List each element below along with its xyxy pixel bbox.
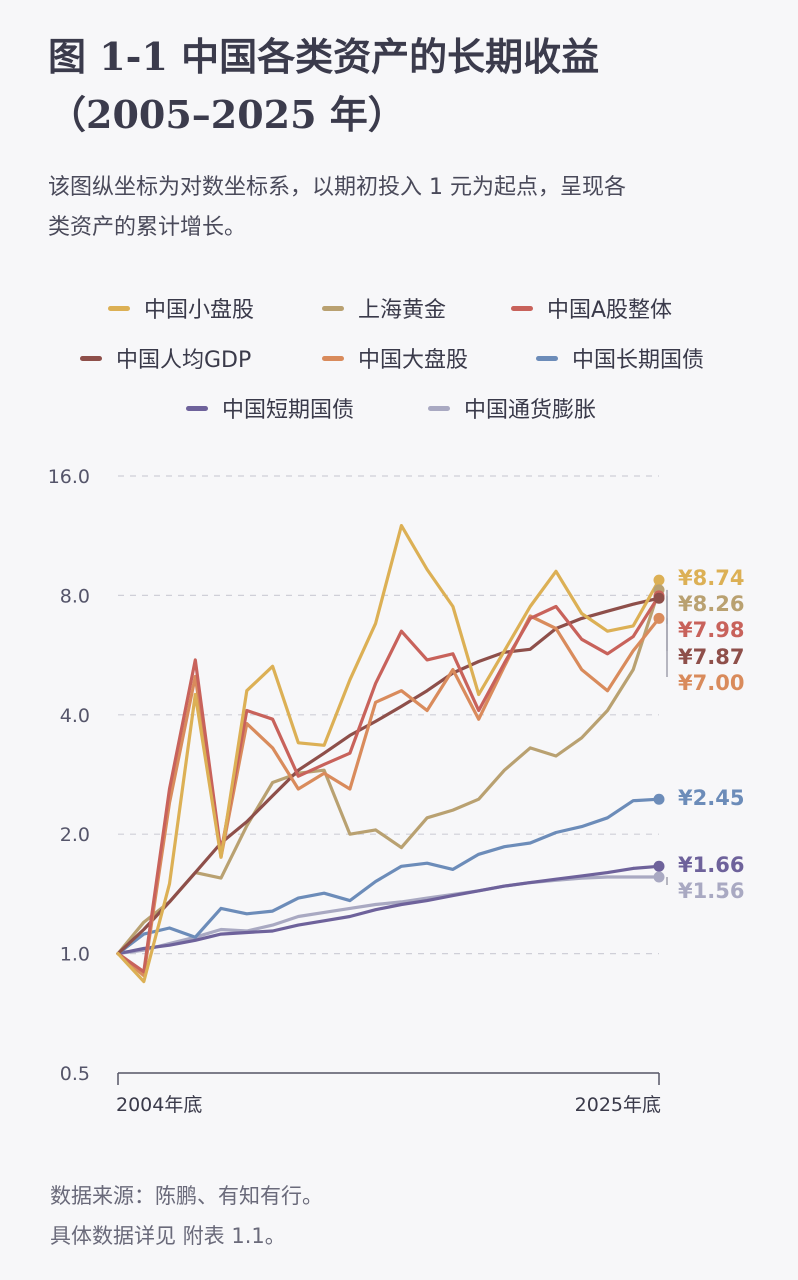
series-end-label: ¥8.74 [678,566,744,590]
y-tick-label: 8.0 [60,585,90,607]
chart-title-line-2: （2005–2025 年） [48,92,406,137]
legend-swatch [322,305,344,311]
series-endpoint [653,793,665,805]
series-line [116,594,661,974]
legend-swatch [428,405,450,411]
legend-item: 中国短期国债 [186,392,354,424]
series-endpoint [653,871,665,883]
legend-swatch [108,305,130,311]
legend-label: 中国短期国债 [222,398,355,423]
legend-item: 中国人均GDP [80,342,251,374]
legend-item: 中国大盘股 [322,342,468,374]
legend-swatch [322,355,344,361]
x-tick-label: 2025年底 [575,1094,661,1116]
legend-swatch [186,405,208,411]
series-end-label: ¥7.98 [678,618,744,642]
legend-item: 中国通货膨胀 [428,392,596,424]
series-end-label: ¥7.87 [678,645,744,669]
legend-label: 中国通货膨胀 [464,398,597,423]
chart-legend: 中国小盘股 上海黄金 中国A股整体中国人均GDP 中国大盘股 中国长期国债中国短期国债 中… [0,292,798,432]
series-line [116,875,661,956]
series-line [116,614,661,978]
series-line [116,864,661,956]
series-line [116,524,661,984]
series-endpoint [653,592,665,604]
y-tick-label: 1.0 [60,944,90,966]
legend-swatch [536,355,558,361]
x-tick-label: 2004年底 [116,1094,202,1116]
series-end-label: ¥2.45 [678,786,744,810]
series-end-label: ¥8.26 [678,592,744,616]
y-tick-label: 2.0 [60,824,90,846]
legend-label: 中国人均GDP [116,348,252,373]
legend-item: 中国小盘股 [108,292,254,324]
series-line [116,588,661,956]
appendix-note: 具体数据详见 附表 1.1。 [50,1224,286,1248]
legend-swatch [511,305,533,311]
chart-subtitle: 该图纵坐标为对数坐标系，以期初投入 1 元为起点，呈现各 类资产的累计增长。 [48,168,758,248]
legend-label: 中国小盘股 [144,298,255,323]
series-endpoint [653,612,665,624]
legend-label: 中国大盘股 [358,348,469,373]
legend-label: 上海黄金 [358,298,447,323]
data-source-note: 数据来源：陈鹏、有知有行。 [50,1184,323,1208]
series-end-label: ¥1.56 [678,879,744,903]
legend-label: 中国长期国债 [572,348,705,373]
y-tick-label: 0.5 [60,1063,90,1085]
series-endpoint [653,574,665,586]
series-line [116,797,661,956]
y-tick-label: 16.0 [48,466,90,488]
chart-title-line-1: 图 1-1 中国各类资产的长期收益 [48,34,600,79]
series-end-label: ¥1.66 [678,853,744,877]
legend-label: 中国A股整体 [547,298,673,323]
subtitle-line-1: 该图纵坐标为对数坐标系，以期初投入 1 元为起点，呈现各 [48,175,626,200]
legend-item: 中国长期国债 [536,342,704,374]
legend-item: 中国A股整体 [511,292,672,324]
y-tick-label: 4.0 [60,705,90,727]
series-endpoint [653,860,665,872]
line-chart: 0.5 1.0 2.0 4.0 8.0 16.0 2004年底 2025年底 ¥8.74¥8.2… [48,466,745,1116]
subtitle-line-2: 类资产的累计增长。 [48,215,247,240]
series-line [116,596,661,956]
chart-footer: 数据来源：陈鹏、有知有行。 具体数据详见 附表 1.1。 [50,1176,323,1256]
legend-item: 上海黄金 [322,292,446,324]
chart-title: 图 1-1 中国各类资产的长期收益 （2005–2025 年） [48,28,768,144]
series-end-label: ¥7.00 [678,671,744,695]
legend-swatch [80,355,102,361]
